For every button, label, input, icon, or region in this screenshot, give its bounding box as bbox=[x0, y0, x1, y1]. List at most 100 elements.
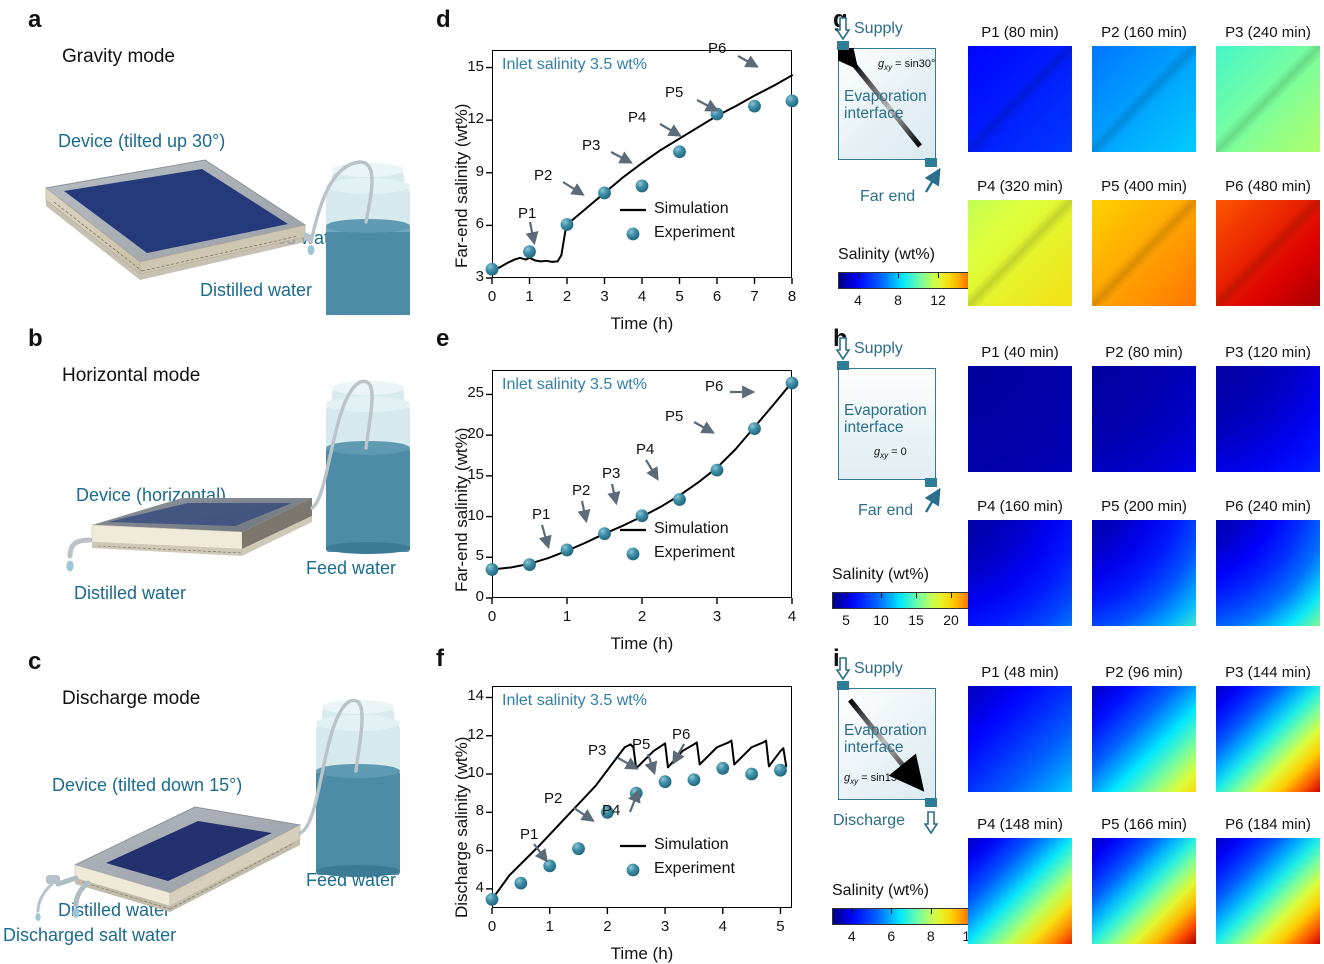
experiment-point bbox=[635, 509, 649, 523]
colorbar-tickmark-i bbox=[851, 908, 853, 914]
x-tick-d-7: 7 bbox=[750, 288, 759, 305]
simulation-line-e bbox=[491, 381, 793, 571]
experiment-point bbox=[523, 245, 536, 259]
point-label-e-P1: P1 bbox=[532, 506, 551, 523]
heatmap-title-i-p6: P6 (184 min) bbox=[1225, 816, 1311, 833]
heatmap-title-i-p2: P2 (96 min) bbox=[1105, 664, 1183, 681]
evaporation-interface-line2-h: interface bbox=[844, 419, 904, 437]
experiment-point bbox=[710, 107, 724, 121]
colorbar-tick-h-15: 15 bbox=[908, 612, 924, 628]
colorbar-tick-i-8: 8 bbox=[926, 928, 935, 944]
x-tick-f-2: 2 bbox=[603, 918, 612, 935]
heatmap-title-g-p1: P1 (80 min) bbox=[981, 24, 1059, 41]
x-tick-f-5: 5 bbox=[776, 918, 785, 935]
heatmap-title-i-p1: P1 (48 min) bbox=[981, 664, 1059, 681]
supply-arrow-icon-i bbox=[836, 657, 851, 681]
heatmap-cell-h-p6 bbox=[1216, 520, 1320, 626]
point-label-e-P5: P5 bbox=[665, 408, 684, 425]
heatmap-title-h-p5: P5 (200 min) bbox=[1101, 498, 1187, 515]
supply-label-g: Supply bbox=[854, 20, 903, 37]
heatmap-title-g-p6: P6 (480 min) bbox=[1225, 178, 1311, 195]
plot-svg-e bbox=[485, 376, 799, 604]
x-axis-label-f: Time (h) bbox=[610, 944, 674, 963]
heatmap-cell-g-p5 bbox=[1092, 200, 1196, 306]
y-tick-d-9: 9 bbox=[475, 162, 484, 180]
x-tick-d-3: 3 bbox=[600, 288, 609, 305]
heatmap-title-h-p2: P2 (80 min) bbox=[1105, 344, 1183, 361]
supply-arrow-icon-g bbox=[836, 17, 851, 41]
far-end-label-h: Far end bbox=[858, 502, 914, 519]
legend-entry-f-experiment: Experiment bbox=[654, 860, 735, 877]
supply-node-h bbox=[837, 361, 849, 370]
experiment-point bbox=[673, 493, 686, 506]
x-tick-d-4: 4 bbox=[637, 288, 647, 305]
heatmap-cell-h-p4 bbox=[968, 520, 1072, 626]
y-tick-e-15: 15 bbox=[467, 465, 484, 483]
panel-letter-i: i bbox=[833, 645, 840, 672]
heatmap-title-g-p4: P4 (320 min) bbox=[977, 178, 1063, 195]
experiment-point bbox=[560, 543, 574, 557]
plot-area-d bbox=[492, 50, 792, 278]
legend-entry-f-simulation: Simulation bbox=[654, 836, 729, 853]
colorbar-tickmark-g bbox=[938, 272, 939, 278]
heatmap-cell-i-p5 bbox=[1092, 838, 1196, 944]
discharge-label-i: Discharge bbox=[833, 812, 906, 829]
heatmap-title-h-p3: P3 (120 min) bbox=[1225, 344, 1311, 361]
y-tick-f-10: 10 bbox=[467, 764, 484, 782]
point-label-d-P2: P2 bbox=[534, 167, 553, 184]
panel-c-distilled-label: Distilled water bbox=[58, 900, 171, 920]
point-label-d-P6: P6 bbox=[708, 40, 727, 57]
colorbar-tick-g-4: 4 bbox=[854, 292, 862, 308]
y-tick-e-10: 10 bbox=[467, 506, 484, 524]
panel-letter-c: c bbox=[28, 648, 42, 675]
evaporation-interface-line1-i: Evaporation bbox=[844, 722, 927, 739]
experiment-point bbox=[748, 422, 761, 436]
legend-entry-e-simulation: Simulation bbox=[654, 520, 729, 537]
point-label-f-P1: P1 bbox=[520, 826, 539, 843]
y-axis-label-f: Discharge salinity (wt%) bbox=[452, 736, 471, 918]
heatmap-cell-i-p3 bbox=[1216, 686, 1320, 792]
point-label-e-P3: P3 bbox=[602, 465, 621, 482]
legend-entry-d-experiment: Experiment bbox=[654, 224, 735, 241]
y-tick-d-3: 3 bbox=[475, 268, 484, 285]
y-tick-d-15: 15 bbox=[467, 57, 484, 75]
experiment-point bbox=[485, 563, 499, 576]
point-label-f-P4: P4 bbox=[602, 802, 621, 819]
inlet-salinity-annotation-d: Inlet salinity 3.5 wt% bbox=[502, 56, 647, 73]
discharge-arrow-icon-i bbox=[924, 811, 939, 835]
colorbar-tick-g-12: 12 bbox=[930, 292, 946, 308]
schematic-box-h bbox=[838, 368, 936, 480]
heatmap-title-i-p4: P4 (148 min) bbox=[977, 816, 1063, 833]
heatmap-cell-h-p3 bbox=[1216, 366, 1320, 472]
chart-panel-f: 4 6 8 10 12 14 0 1 2 3 4 5 Discharge salinity (wt%) T… bbox=[430, 650, 830, 963]
point-label-f-P5: P5 bbox=[632, 736, 651, 753]
x-tick-e-2: 2 bbox=[637, 608, 647, 625]
panel-c-mode-label: Discharge mode bbox=[62, 688, 201, 709]
gxy-label-h: gxy = 0 bbox=[874, 446, 907, 461]
y-tick-e-20: 20 bbox=[467, 425, 484, 443]
inlet-salinity-annotation-e: Inlet salinity 3.5 wt% bbox=[502, 376, 647, 393]
simulation-line-d bbox=[491, 74, 793, 272]
colorbar-tick-i-4: 4 bbox=[847, 928, 856, 944]
colorbar-tickmark-i bbox=[930, 908, 932, 914]
colorbar-tick-h-10: 10 bbox=[873, 612, 889, 628]
experiment-point bbox=[572, 842, 585, 856]
point-label-f-P2: P2 bbox=[544, 790, 563, 807]
experiment-point bbox=[600, 805, 614, 819]
panel-c-discharged-label: Discharged salt water bbox=[3, 925, 177, 945]
y-tick-f-14: 14 bbox=[467, 687, 484, 705]
colorbar-tickmark-h bbox=[916, 592, 917, 598]
heatmap-cell-i-p2 bbox=[1092, 686, 1196, 792]
heatmap-title-h-p6: P6 (240 min) bbox=[1225, 498, 1311, 515]
point-label-e-P4: P4 bbox=[636, 441, 655, 458]
experiment-point bbox=[560, 218, 574, 231]
point-label-e-P6: P6 bbox=[705, 378, 724, 395]
colorbar-tick-h-20: 20 bbox=[943, 612, 959, 628]
colorbar-title-i: Salinity (wt%) bbox=[832, 882, 929, 899]
panel-letter-e: e bbox=[436, 325, 450, 352]
experiment-point bbox=[658, 775, 672, 789]
far-end-label-g: Far end bbox=[860, 188, 916, 205]
heatmap-panel-i: Supply Evaporation interface gxy = sin15° Di… bbox=[830, 650, 1324, 951]
heatmap-cell-g-p1 bbox=[968, 46, 1072, 152]
